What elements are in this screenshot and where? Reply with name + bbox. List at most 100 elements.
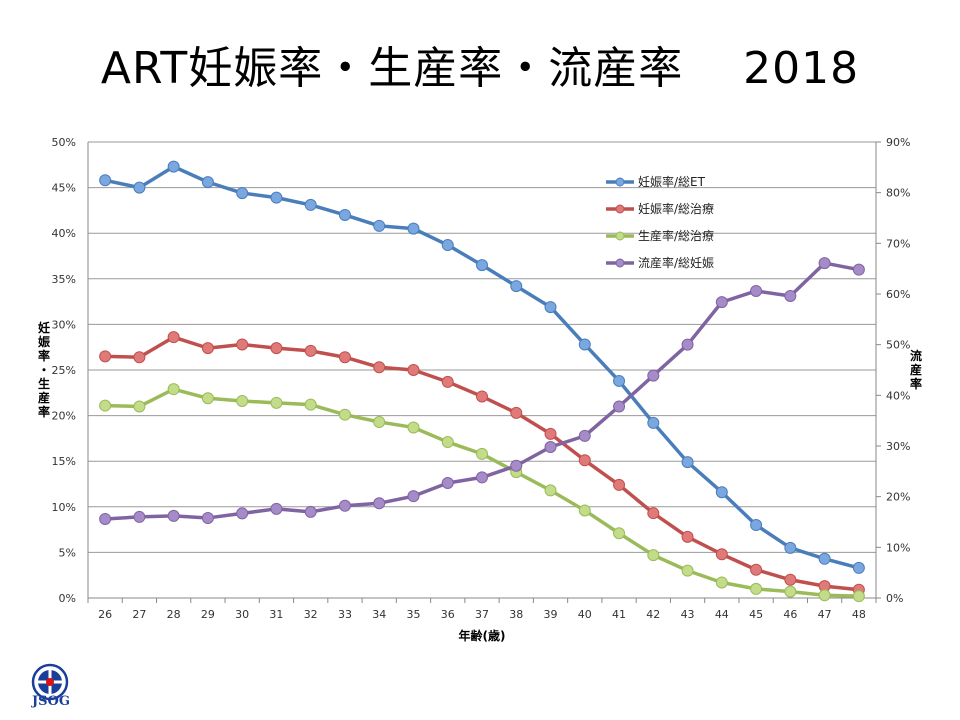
slide-title: ART妊娠率・生産率・流産率 2018 <box>100 43 860 94</box>
logo-text: JSOG <box>32 694 70 709</box>
data-point <box>133 351 146 364</box>
legend-marker <box>615 258 625 268</box>
axis-title-char: 産 <box>910 362 922 377</box>
right-tick-label: 70% <box>886 237 910 250</box>
left-tick-label: 20% <box>52 410 76 423</box>
data-point <box>167 160 180 173</box>
series-line <box>105 335 860 592</box>
left-tick-label: 25% <box>52 364 76 377</box>
data-point <box>510 280 523 293</box>
data-point <box>270 502 283 515</box>
data-point <box>270 191 283 204</box>
x-tick-label: 38 <box>509 608 523 621</box>
data-point <box>99 174 112 187</box>
x-tick-label: 27 <box>132 608 146 621</box>
data-point <box>133 400 146 413</box>
left-tick-label: 30% <box>52 318 76 331</box>
data-point <box>578 454 591 467</box>
data-point <box>99 350 112 363</box>
data-point <box>715 486 728 499</box>
x-axis-title: 年齢(歳) <box>459 628 506 643</box>
right-tick-label: 30% <box>886 440 910 453</box>
data-point <box>784 290 797 303</box>
data-point <box>818 552 831 565</box>
data-point <box>750 563 763 576</box>
axis-title-char: ・ <box>38 363 50 377</box>
data-point <box>236 395 249 408</box>
legend-label: 妊娠率/総治療 <box>638 201 714 216</box>
axis-title-char: 率 <box>38 404 50 419</box>
x-tick-label: 28 <box>167 608 181 621</box>
x-tick-label: 48 <box>852 608 866 621</box>
data-point <box>338 499 351 512</box>
series-1 <box>99 160 865 574</box>
left-tick-label: 5% <box>59 546 76 559</box>
right-tick-label: 50% <box>886 339 910 352</box>
data-point <box>304 505 317 518</box>
data-point <box>613 400 626 413</box>
data-point <box>544 484 557 497</box>
series-3 <box>99 383 865 603</box>
data-point <box>681 456 694 469</box>
data-point <box>818 589 831 602</box>
data-point <box>407 490 420 503</box>
x-tick-label: 45 <box>749 608 763 621</box>
axis-title-char: 率 <box>38 348 50 363</box>
data-point <box>476 447 488 460</box>
data-point <box>99 399 112 412</box>
right-tick-label: 80% <box>886 187 910 200</box>
data-point <box>270 396 283 409</box>
data-point <box>236 338 249 351</box>
data-point <box>99 512 112 525</box>
data-point <box>578 504 591 517</box>
axis-title-char: 娠 <box>38 334 51 349</box>
data-point <box>784 573 797 586</box>
data-point <box>476 390 488 403</box>
x-tick-label: 32 <box>304 608 318 621</box>
x-tick-label: 44 <box>715 608 729 621</box>
data-point <box>613 478 626 491</box>
axis-title-char: 率 <box>910 376 922 391</box>
series-4 <box>99 257 865 525</box>
series-layer <box>99 160 865 603</box>
axis-title-char: 流 <box>910 348 922 363</box>
data-point <box>441 436 454 449</box>
x-tick-label: 33 <box>338 608 352 621</box>
left-tick-label: 10% <box>52 501 76 514</box>
legend-label: 流産率/総妊娠 <box>638 255 714 270</box>
data-point <box>201 176 214 189</box>
data-point <box>407 364 420 376</box>
x-tick-label: 31 <box>269 608 283 621</box>
data-point <box>304 344 317 357</box>
x-tick-label: 39 <box>544 608 558 621</box>
x-tick-label: 42 <box>646 608 660 621</box>
data-point <box>441 239 454 252</box>
legend-item: 生産率/総治療 <box>606 228 714 243</box>
x-tick-label: 26 <box>98 608 112 621</box>
right-tick-label: 10% <box>886 541 910 554</box>
legend-item: 妊娠率/総治療 <box>606 201 714 216</box>
left-axis-ticks: 0% 5% 10% 15% 20% 25% 30% 35% 40% 45% 50% <box>52 136 76 605</box>
axis-title-char: 産 <box>38 390 50 405</box>
left-tick-label: 15% <box>52 455 76 468</box>
data-point <box>167 509 180 522</box>
data-point <box>852 561 865 574</box>
data-point <box>476 259 488 272</box>
right-tick-label: 20% <box>886 491 910 504</box>
right-tick-label: 40% <box>886 389 910 402</box>
left-tick-label: 50% <box>52 136 76 149</box>
data-point <box>373 497 386 510</box>
data-point <box>647 507 660 520</box>
legend-marker <box>615 177 625 187</box>
right-tick-label: 60% <box>886 288 910 301</box>
data-point <box>407 421 420 434</box>
x-tick-label: 35 <box>406 608 420 621</box>
data-point <box>715 548 728 561</box>
data-point <box>201 511 214 524</box>
data-point <box>715 576 728 589</box>
data-point <box>338 351 351 364</box>
data-point <box>750 582 763 595</box>
axis-title-char: 生 <box>38 376 50 391</box>
right-axis-title: 流産率 <box>910 348 922 391</box>
